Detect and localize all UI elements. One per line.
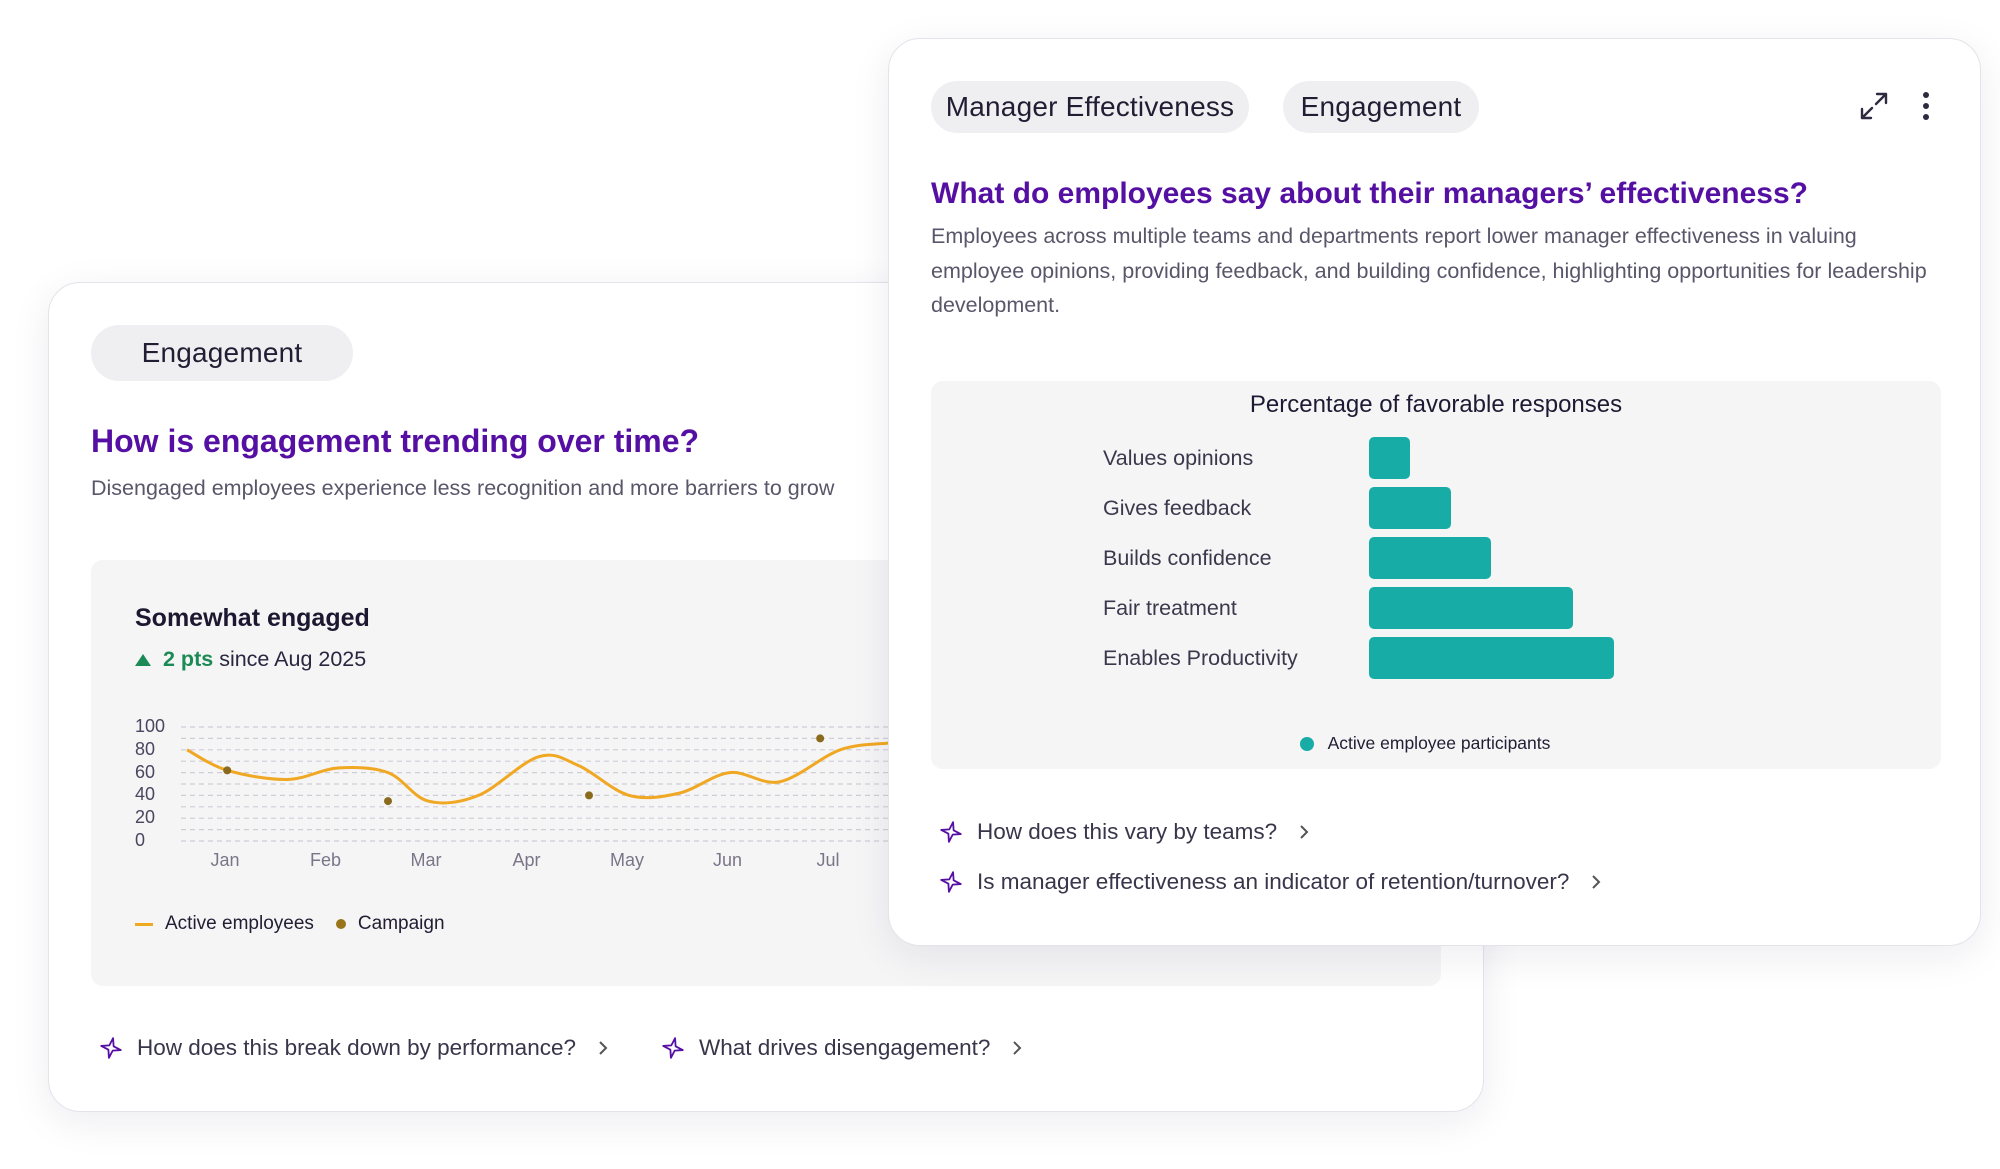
chevron-right-icon	[1592, 875, 1601, 889]
suggestion-performance[interactable]: How does this break down by performance?	[99, 1035, 608, 1061]
card-title: What do employees say about their manage…	[931, 177, 1808, 210]
y-tick-label: 60	[135, 761, 156, 782]
suggestion-label: How does this vary by teams?	[977, 819, 1278, 844]
engagement-chip[interactable]: Engagement	[91, 325, 353, 381]
legend-label: Active employees	[165, 913, 314, 934]
series-line-active-employees	[186, 741, 891, 805]
bar-category-label: Fair treatment	[1103, 596, 1237, 620]
legend-label: Active employee participants	[1327, 733, 1551, 753]
legend-label: Campaign	[357, 913, 445, 934]
expand-icon[interactable]	[1859, 91, 1889, 121]
legend-dot-swatch	[335, 919, 346, 929]
legend-line-swatch	[135, 922, 153, 926]
favorable-responses-panel: Percentage of favorable responses Values…	[931, 381, 1941, 769]
y-tick-label: 40	[135, 784, 156, 805]
more-vertical-icon[interactable]	[1919, 91, 1933, 121]
y-tick-label: 100	[135, 716, 166, 736]
suggestion-label: How does this break down by performance?	[137, 1035, 576, 1060]
sparkle-icon	[940, 871, 962, 893]
bar-category-label: Enables Productivity	[1103, 646, 1298, 670]
delta-suffix: since Aug 2025	[219, 647, 367, 671]
sparkle-icon	[940, 821, 962, 843]
campaign-point	[816, 734, 825, 743]
manager-effectiveness-chip[interactable]: Manager Effectiveness	[931, 81, 1249, 133]
manager-effectiveness-card: Manager Effectiveness Engagement What do…	[888, 38, 1981, 946]
x-tick-label: Jul	[816, 850, 840, 870]
suggestion-retention[interactable]: Is manager effectiveness an indicator of…	[939, 869, 1601, 895]
bar-category-label: Gives feedback	[1103, 496, 1252, 520]
line-chart-legend: Active employees Campaign	[135, 913, 467, 935]
x-tick-label: Feb	[309, 850, 342, 870]
suggestion-vary-by-teams[interactable]: How does this vary by teams?	[939, 819, 1309, 845]
bar-fair-treatment	[1369, 587, 1573, 629]
bar-builds-confidence	[1369, 537, 1492, 579]
legend-campaign: Campaign	[335, 913, 445, 935]
suggestion-label: What drives disengagement?	[699, 1035, 991, 1060]
line-chart	[181, 726, 1411, 842]
campaign-point	[384, 797, 392, 806]
metric-delta: 2 pts since Aug 2025	[135, 647, 366, 672]
delta-value: 2 pts	[163, 647, 214, 671]
x-tick-label: Apr	[512, 850, 541, 870]
x-tick-label: Jun	[712, 850, 743, 870]
card-description: Disengaged employees experience less rec…	[91, 476, 835, 500]
y-tick-label: 80	[135, 738, 156, 759]
bar-enables-productivity	[1369, 637, 1614, 679]
sparkle-icon	[662, 1037, 684, 1059]
chevron-right-icon	[1300, 825, 1309, 839]
suggestion-disengagement[interactable]: What drives disengagement?	[661, 1035, 1022, 1061]
bar-category-label: Builds confidence	[1103, 546, 1272, 570]
legend-active-employees: Active employees	[135, 913, 314, 935]
triangle-up-icon	[135, 653, 151, 666]
chevron-right-icon	[1013, 1041, 1022, 1055]
card-title: How is engagement trending over time?	[91, 423, 700, 459]
bar-chart-legend: Active employee participants	[931, 733, 1941, 754]
y-tick-label: 20	[135, 807, 156, 828]
bar-values-opinions	[1369, 437, 1410, 479]
bar-category-label: Values opinions	[1103, 446, 1254, 470]
x-tick-label: Jan	[210, 850, 240, 870]
bar-chart-title: Percentage of favorable responses	[1249, 391, 1623, 418]
y-tick-label: 0	[135, 830, 146, 850]
legend-dot-swatch	[1299, 736, 1314, 751]
campaign-point	[223, 766, 232, 775]
campaign-point	[585, 791, 593, 800]
sparkle-icon	[100, 1037, 122, 1059]
metric-label: Somewhat engaged	[135, 604, 370, 632]
chevron-right-icon	[599, 1041, 608, 1055]
bar-gives-feedback	[1369, 487, 1451, 529]
legend-active-participants: Active employee participants	[1299, 733, 1551, 754]
x-tick-label: Mar	[410, 850, 442, 870]
engagement-chip[interactable]: Engagement	[1283, 81, 1479, 133]
card-description: Employees across multiple teams and depa…	[931, 224, 1927, 317]
suggestion-label: Is manager effectiveness an indicator of…	[977, 869, 1570, 894]
x-tick-label: May	[609, 850, 645, 870]
